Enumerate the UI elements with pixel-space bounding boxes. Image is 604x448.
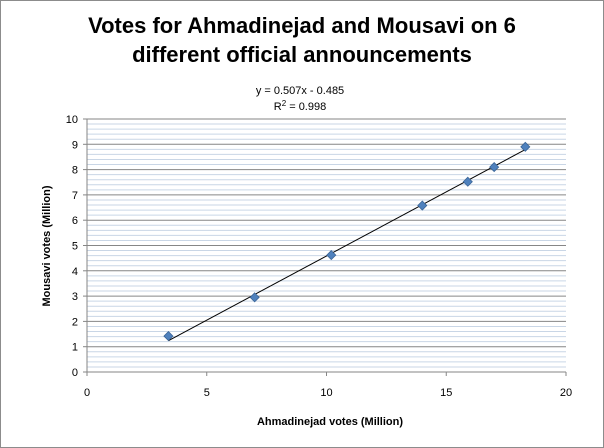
y-tick-label: 7 (72, 190, 78, 202)
data-point-marker (249, 292, 260, 303)
y-axis-title: Mousavi votes (Million) (41, 185, 53, 306)
x-tick-label: 15 (440, 387, 452, 399)
y-tick-label: 3 (72, 291, 78, 303)
y-tick-label: 5 (72, 241, 78, 253)
y-tick-label: 10 (66, 114, 78, 126)
data-point-marker (417, 200, 428, 211)
data-point-marker (489, 162, 500, 173)
data-points (163, 141, 531, 342)
r-squared-value: = 0.998 (286, 101, 326, 113)
x-tick-label: 10 (320, 387, 332, 399)
x-tick-label: 0 (84, 387, 90, 399)
r-squared-label: R2 = 0.998 (274, 99, 326, 113)
x-tick-label: 20 (560, 387, 572, 399)
data-point-marker (520, 141, 531, 152)
data-point-marker (462, 176, 473, 187)
data-point-marker (326, 250, 337, 261)
y-tick-label: 0 (72, 367, 78, 379)
x-tick-label: 5 (204, 387, 210, 399)
axes (83, 118, 567, 376)
r-squared-symbol: R (274, 101, 282, 113)
data-point-marker (163, 331, 174, 342)
y-tick-label: 6 (72, 215, 78, 227)
major-gridlines (87, 118, 566, 348)
y-tick-label: 2 (72, 316, 78, 328)
chart-title-line-2: different official announcements (132, 42, 472, 67)
y-tick-label: 4 (72, 266, 78, 278)
trendline-equation: y = 0.507x - 0.485 (256, 85, 344, 97)
minor-gridlines (87, 123, 566, 368)
y-tick-label: 9 (72, 139, 78, 151)
chart-title-line-1: Votes for Ahmadinejad and Mousavi on 6 (88, 13, 516, 38)
x-axis-title: Ahmadinejad votes (Million) (257, 416, 403, 428)
y-tick-label: 8 (72, 165, 78, 177)
r-squared-exponent: 2 (282, 99, 287, 108)
tick-labels: 0 1 2 3 4 5 6 7 8 9 10 0 5 10 15 20 (66, 114, 572, 399)
y-tick-label: 1 (72, 342, 78, 354)
